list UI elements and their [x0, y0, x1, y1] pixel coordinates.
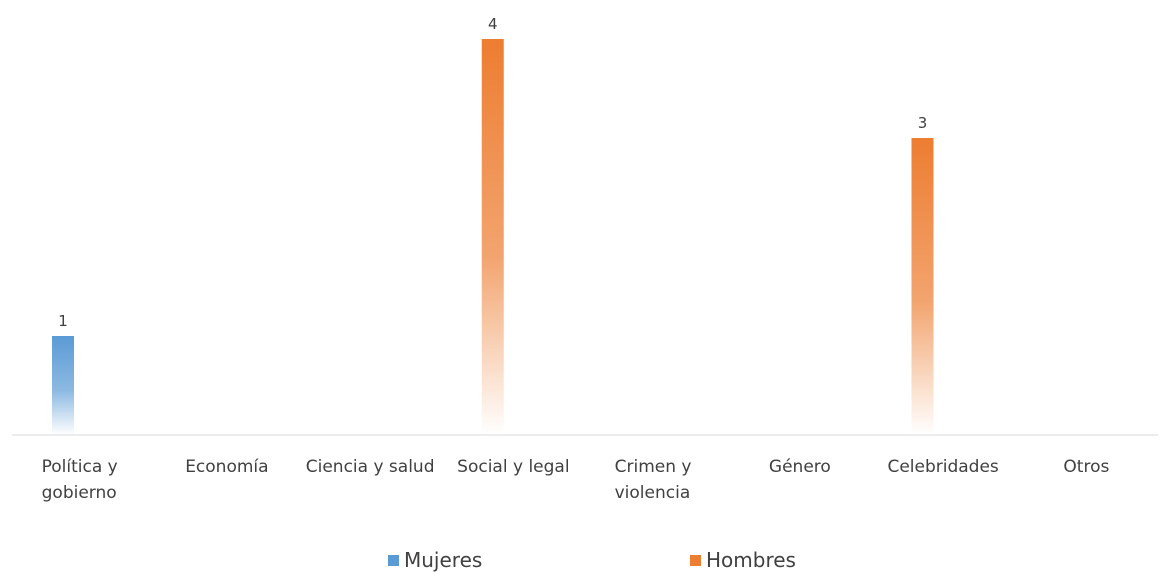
category-label-6: Celebridades: [887, 457, 998, 477]
bar-chart: 1 4 3 Política y gobierno Economía Ciencia y …: [12, 15, 1158, 503]
legend-label-hombres: Hombres: [706, 548, 796, 572]
bars-layer: [52, 39, 934, 435]
legend-label-mujeres: Mujeres: [404, 548, 483, 572]
category-label-1: Economía: [185, 457, 268, 477]
category-label-7: Otros: [1063, 457, 1109, 477]
legend: Mujeres Hombres: [0, 548, 1170, 572]
category-label-3: Social y legal: [457, 457, 569, 477]
category-label-5: Género: [769, 457, 831, 477]
data-label-hombres-3: 4: [488, 15, 498, 33]
data-label-hombres-6: 3: [918, 114, 928, 132]
legend-swatch-mujeres: [388, 554, 399, 566]
bar-hombres-3: [481, 39, 504, 435]
bar-hombres-6: [911, 138, 934, 435]
data-label-mujeres-0: 1: [58, 312, 68, 330]
legend-item-mujeres: Mujeres: [388, 548, 482, 572]
category-label-0: Política y gobierno: [42, 457, 118, 503]
labels-layer: 1 4 3: [58, 15, 927, 330]
legend-swatch-hombres: [690, 554, 701, 566]
bar-mujeres-0: [52, 336, 74, 435]
legend-item-hombres: Hombres: [690, 548, 796, 572]
category-label-2: Ciencia y salud: [306, 457, 435, 477]
category-label-4: Crimen y violencia: [615, 457, 692, 503]
category-labels: Política y gobierno Economía Ciencia y salu…: [42, 457, 1110, 503]
